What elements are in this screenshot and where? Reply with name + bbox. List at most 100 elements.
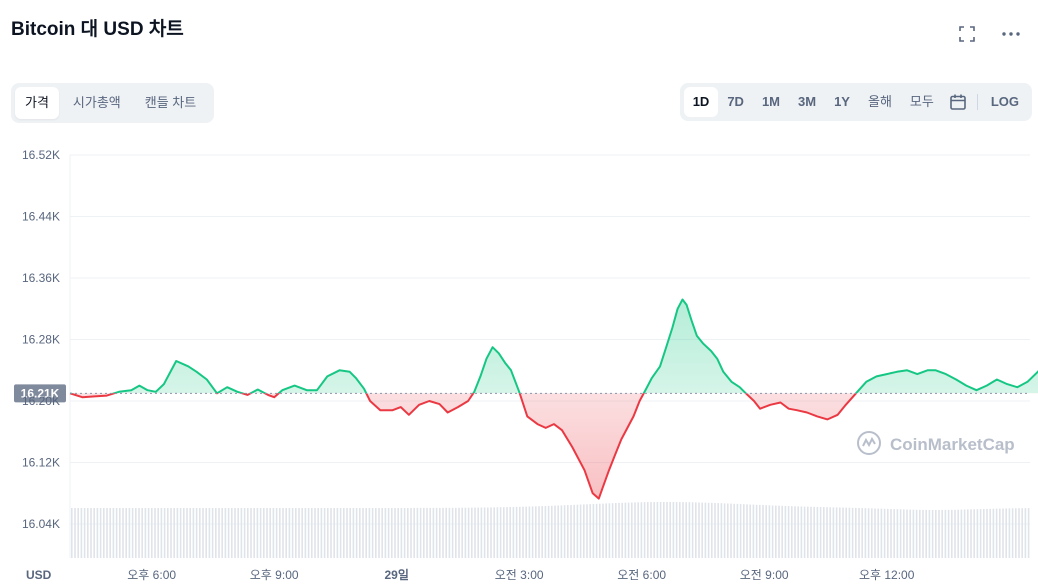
volume-bar: [919, 509, 921, 558]
volume-bar: [375, 508, 377, 558]
volume-bar: [269, 508, 271, 558]
volume-bar: [426, 507, 428, 558]
log-scale-toggle[interactable]: LOG: [990, 94, 1019, 109]
volume-bar: [579, 504, 582, 558]
volume-bar: [471, 507, 473, 558]
volume-bar: [163, 508, 166, 558]
volume-bar: [567, 505, 569, 558]
volume-bar: [535, 506, 537, 558]
volume-bar: [829, 507, 831, 558]
volume-bar: [605, 503, 607, 558]
range-ytd[interactable]: 올해: [867, 94, 892, 109]
volume-bar: [285, 508, 287, 558]
volume-bars: [71, 502, 1030, 558]
range-all[interactable]: 모두: [909, 94, 934, 109]
volume-bar: [775, 505, 777, 558]
volume-bar: [87, 508, 89, 558]
volume-bar: [1024, 508, 1027, 558]
volume-bar: [253, 508, 255, 558]
volume-bar: [445, 507, 447, 558]
range-1d[interactable]: 1D: [683, 87, 719, 117]
tab-price[interactable]: 가격: [15, 87, 59, 119]
volume-bar: [749, 504, 751, 558]
volume-bar: [314, 508, 316, 558]
volume-bar: [637, 502, 639, 558]
volume-bar: [90, 508, 92, 558]
volume-bar: [525, 506, 527, 558]
volume-bar: [832, 507, 835, 558]
calendar-icon[interactable]: [943, 87, 973, 117]
volume-bar: [736, 503, 739, 558]
volume-bar: [797, 506, 799, 558]
volume-bar: [669, 502, 671, 558]
range-7d[interactable]: 7D: [727, 94, 744, 109]
volume-bar: [871, 508, 873, 558]
volume-bar: [202, 508, 204, 558]
volume-bar: [247, 508, 249, 558]
volume-bar: [160, 508, 163, 558]
volume-bar: [794, 506, 796, 558]
volume-bar: [199, 508, 201, 558]
volume-bar: [679, 502, 681, 558]
volume-bar: [947, 509, 950, 558]
volume-bar: [1027, 508, 1030, 558]
volume-bar: [960, 509, 963, 558]
volume-bar: [973, 509, 975, 558]
tab-market-cap[interactable]: 시가총액: [72, 95, 121, 110]
volume-bar: [666, 502, 668, 558]
volume-bar: [413, 507, 415, 558]
volume-bar: [531, 506, 534, 558]
volume-bar: [903, 509, 905, 558]
volume-bar: [595, 503, 598, 558]
more-icon[interactable]: [999, 22, 1023, 46]
volume-bar: [858, 508, 860, 558]
volume-bar: [266, 508, 268, 558]
volume-bar: [983, 509, 985, 558]
volume-bar: [499, 507, 502, 558]
volume-bar: [295, 508, 297, 558]
volume-bar: [368, 508, 371, 558]
volume-bar: [554, 505, 556, 558]
volume-bar: [391, 508, 393, 558]
fullscreen-icon[interactable]: [955, 22, 979, 46]
volume-bar: [106, 508, 108, 558]
x-tick-label: 오후 9:00: [250, 568, 299, 582]
volume-bar: [1021, 508, 1023, 558]
volume-bar: [739, 504, 742, 558]
volume-bar: [71, 508, 73, 558]
range-3m[interactable]: 3M: [798, 94, 817, 109]
volume-bar: [906, 509, 908, 558]
volume-bar: [272, 508, 275, 558]
y-tick-label: 16.36K: [22, 271, 60, 285]
currency-label: USD: [26, 568, 52, 582]
volume-bar: [119, 508, 121, 558]
volume-bar: [611, 503, 614, 558]
range-1m[interactable]: 1M: [761, 94, 781, 109]
chart-type-tabs: 가격 시가총액 캔들 차트: [11, 83, 215, 123]
volume-bar: [730, 503, 732, 558]
volume-bar: [615, 503, 617, 558]
volume-bar: [963, 509, 966, 558]
range-1y[interactable]: 1Y: [834, 94, 850, 109]
volume-bar: [157, 508, 159, 558]
volume-bar: [807, 506, 809, 558]
volume-bar: [483, 507, 486, 558]
volume-bar: [339, 508, 342, 558]
volume-bar: [301, 508, 303, 558]
volume-bar: [512, 507, 515, 558]
volume-bar: [320, 508, 323, 558]
volume-bar: [333, 508, 335, 558]
volume-bar: [915, 509, 918, 558]
tab-candle-chart[interactable]: 캔들 차트: [144, 95, 197, 110]
volume-bar: [647, 502, 649, 558]
volume-bar: [720, 503, 723, 558]
volume-bar: [928, 510, 931, 558]
volume-bar: [768, 505, 771, 558]
volume-bar: [464, 507, 467, 558]
volume-bar: [954, 509, 956, 558]
volume-bar: [813, 506, 815, 558]
volume-bar: [419, 507, 422, 558]
volume-bar: [298, 508, 300, 558]
grid: [69, 154, 1030, 558]
